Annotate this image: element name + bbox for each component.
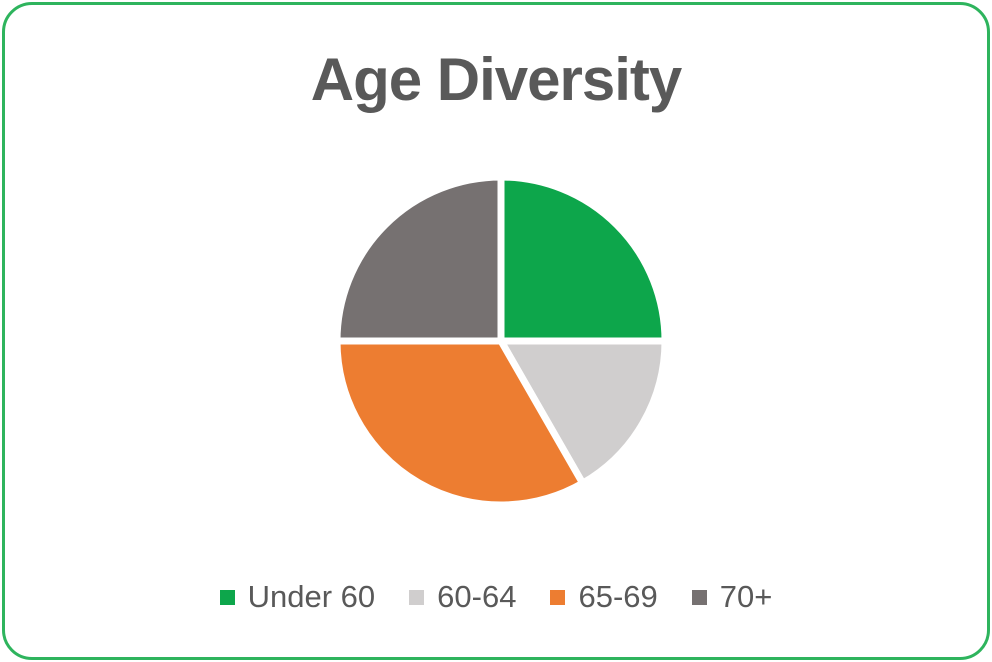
pie-slice-0 <box>497 173 669 345</box>
legend-swatch <box>409 589 425 605</box>
pie-slice-2 <box>333 337 588 509</box>
pie-chart <box>333 173 669 509</box>
legend-label: Under 60 <box>247 579 376 614</box>
legend-item: 60-64 <box>409 579 516 615</box>
pie-slice-1 <box>494 337 669 488</box>
legend-item: 65-69 <box>550 579 658 615</box>
pie-slice-3 <box>333 173 505 345</box>
legend-label: 65-69 <box>578 579 658 614</box>
legend-label: 60-64 <box>437 579 517 614</box>
chart-legend: Under 60 60-64 65-69 70+ <box>5 573 987 621</box>
legend-swatch <box>550 589 566 605</box>
legend-swatch <box>219 589 235 605</box>
legend-item: Under 60 <box>219 579 376 615</box>
legend-item: 70+ <box>691 579 773 615</box>
legend-swatch <box>691 589 707 605</box>
chart-title: Age Diversity <box>310 46 683 113</box>
legend-label: 70+ <box>719 579 773 614</box>
